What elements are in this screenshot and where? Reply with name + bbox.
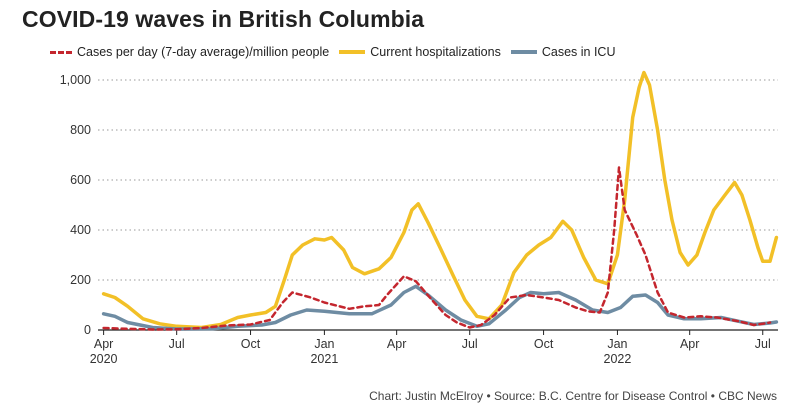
legend-item-cases: Cases per day (7-day average)/million pe… [50,45,329,59]
x-tick-year-label: 2022 [604,352,632,366]
legend-item-hospitalizations: Current hospitalizations [339,45,501,59]
x-tick-year-label: 2020 [90,352,118,366]
legend-swatch-hospitalizations [339,50,366,54]
x-tick-year-label: 2021 [310,352,338,366]
legend-item-icu: Cases in ICU [510,45,616,59]
legend-label-cases: Cases per day (7-day average)/million pe… [77,45,330,59]
x-tick-label: Oct [534,337,554,351]
x-tick-label: Jul [755,337,771,351]
legend-swatch-cases [50,50,72,54]
x-tick-label: Jul [462,337,478,351]
y-tick-label: 800 [70,123,91,137]
y-tick-label: 200 [70,273,91,287]
y-tick-label: 400 [70,223,91,237]
x-tick-label: Apr [94,337,113,351]
y-tick-label: 600 [70,173,91,187]
legend-swatch-icu [510,50,537,54]
y-tick-label: 1,000 [60,73,91,87]
x-tick-label: Apr [387,337,406,351]
series-lines [101,70,779,331]
y-axis: 0 200 400 600 800 1,000 [60,73,91,337]
x-tick-label: Jul [169,337,185,351]
chart-title: COVID-19 waves in British Columbia [22,6,425,32]
series-line-current-hospitalizations [101,70,779,330]
legend: Cases per day (7-day average)/million pe… [50,43,625,61]
legend-label-icu: Cases in ICU [541,45,616,59]
x-tick-label: Oct [241,337,261,351]
x-tick-label: Apr [680,337,699,351]
series-line-cases-per-day-day-average-million-people [102,166,772,331]
legend-label-hospitalizations: Current hospitalizations [370,45,501,59]
chart-credit: Chart: Justin McElroy • Source: B.C. Cen… [369,389,777,403]
x-tick-label: Jan [607,337,627,351]
x-tick-label: Jan [314,337,334,351]
gridlines [98,79,778,281]
y-tick-label: 0 [84,323,91,337]
